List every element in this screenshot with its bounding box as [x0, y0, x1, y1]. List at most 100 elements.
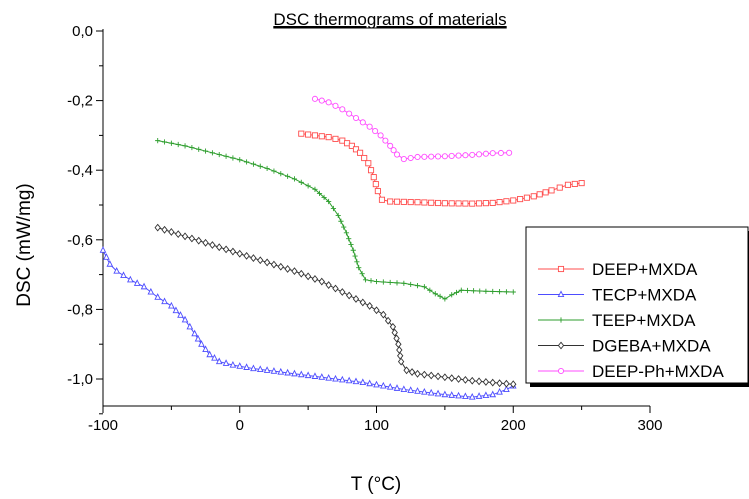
data-point [407, 386, 415, 393]
data-point [222, 359, 230, 366]
data-point [421, 199, 428, 206]
data-point [482, 150, 489, 157]
data-point [421, 284, 427, 290]
data-point [378, 196, 386, 203]
data-point [154, 223, 161, 232]
y-tick-label: -1,0 [67, 371, 93, 388]
data-point [291, 369, 298, 377]
data-point [356, 265, 362, 271]
data-point [469, 151, 476, 158]
data-point [304, 371, 312, 379]
series-line [157, 227, 514, 385]
data-point [359, 378, 367, 386]
data-point [530, 193, 537, 200]
data-point [362, 277, 369, 283]
data-point [434, 372, 442, 381]
data-point [120, 271, 127, 279]
data-point [243, 251, 250, 260]
data-point [503, 198, 510, 205]
data-point [489, 150, 496, 157]
data-point [462, 392, 469, 400]
data-point [434, 389, 442, 397]
data-point [496, 379, 503, 388]
data-point [449, 292, 455, 298]
data-point [441, 390, 449, 398]
x-tick-label: 300 [637, 417, 662, 434]
data-point [106, 260, 114, 267]
data-point [372, 127, 379, 135]
data-point [346, 110, 353, 117]
data-point [361, 154, 368, 162]
legend-label: DGEBA+MXDA [592, 337, 711, 356]
data-point [441, 373, 449, 382]
legend-label: TECP+MXDA [592, 286, 697, 305]
data-point [354, 259, 360, 265]
data-point [325, 134, 332, 141]
data-point [332, 374, 339, 382]
data-point [372, 181, 379, 188]
data-point [211, 354, 218, 361]
data-point [222, 245, 230, 254]
data-point [578, 180, 585, 187]
data-point [298, 130, 305, 137]
data-point [571, 180, 578, 187]
data-point [414, 387, 421, 394]
data-point [345, 376, 353, 384]
data-point [489, 390, 497, 398]
data-point [352, 253, 358, 259]
data-point [437, 293, 443, 299]
data-point [209, 241, 216, 249]
data-point [497, 149, 504, 157]
data-point [305, 183, 311, 189]
data-point [557, 265, 565, 273]
data-point [263, 258, 271, 267]
data-point [475, 377, 483, 386]
plot-area [99, 95, 585, 400]
data-point [374, 188, 381, 195]
data-point [318, 133, 325, 140]
data-point [359, 271, 365, 277]
data-point [407, 198, 414, 206]
data-point [216, 243, 223, 252]
series-tecp-mxda [99, 246, 517, 400]
legend-item: TEEP+MXDA [538, 311, 696, 330]
data-point [297, 370, 305, 378]
data-point [393, 334, 400, 343]
data-point [557, 367, 565, 375]
data-point [154, 293, 162, 300]
data-point [325, 374, 332, 381]
data-point [352, 295, 360, 303]
data-point [186, 322, 194, 330]
data-point [229, 360, 237, 368]
data-point [140, 282, 148, 290]
data-point [400, 385, 408, 392]
data-point [277, 262, 284, 271]
data-point [455, 375, 462, 383]
data-point [257, 163, 263, 169]
x-tick-label: -100 [88, 417, 118, 434]
data-point [448, 152, 455, 159]
data-point [506, 149, 513, 156]
data-point [482, 200, 489, 207]
data-point [548, 187, 555, 194]
data-point [403, 366, 410, 375]
data-point [558, 317, 564, 323]
data-point [348, 241, 354, 248]
data-point [256, 365, 264, 372]
data-point [414, 153, 421, 161]
y-axis-label: DSC (mW/mg) [14, 183, 35, 306]
data-point [147, 287, 155, 295]
data-point [270, 367, 278, 374]
series-line [157, 140, 514, 300]
data-point [352, 114, 360, 122]
data-point [458, 287, 464, 293]
data-point [393, 198, 401, 205]
data-point [191, 329, 198, 337]
data-point [304, 272, 312, 281]
y-tick-label: -0,8 [67, 301, 93, 318]
data-point [177, 311, 184, 318]
data-point [312, 186, 318, 192]
data-point [271, 168, 277, 174]
data-point [229, 247, 237, 256]
y-axis: 0,0 -0,2 -0,4 -0,6 -0,8 -1,0 [67, 23, 104, 415]
